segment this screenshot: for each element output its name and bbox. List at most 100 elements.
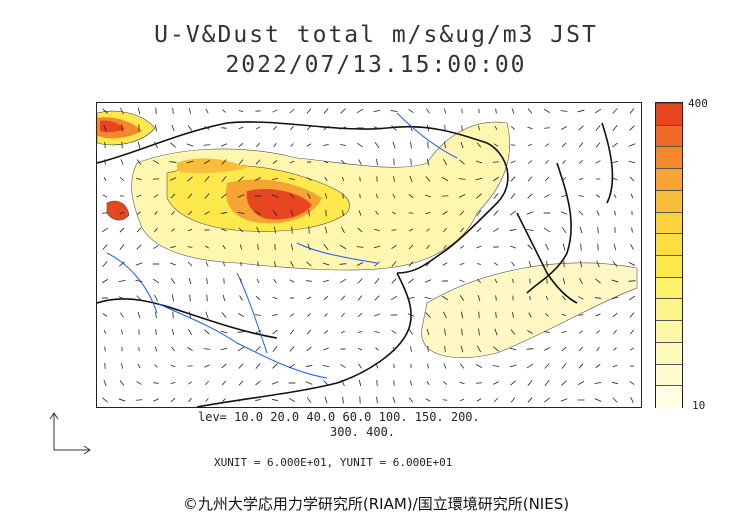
wind-arrow xyxy=(493,210,499,216)
wind-arrow xyxy=(358,210,362,216)
wind-arrow xyxy=(271,381,279,385)
wind-arrow xyxy=(544,331,550,333)
wind-arrow xyxy=(323,295,329,301)
wind-arrow xyxy=(410,141,412,149)
wind-arrow xyxy=(492,161,500,163)
wind-arrow xyxy=(339,126,347,130)
wind-arrow xyxy=(238,398,244,402)
wind-arrow xyxy=(204,126,210,130)
colorbar-bottom-label: 10 xyxy=(692,399,706,412)
wind-arrow xyxy=(308,226,310,234)
wind-arrow xyxy=(170,193,176,199)
wind-arrow xyxy=(595,142,601,148)
wind-arrow xyxy=(408,261,414,267)
wind-arrow xyxy=(187,228,193,232)
wind-arrow xyxy=(306,329,312,335)
wind-arrow xyxy=(206,277,208,285)
wind-arrow xyxy=(220,347,228,351)
wind-arrow xyxy=(121,141,123,149)
colorbar-segment xyxy=(656,276,682,300)
wind-arrow xyxy=(629,125,635,131)
wind-arrow xyxy=(493,346,499,352)
wind-arrow xyxy=(492,365,500,367)
wind-arrow xyxy=(154,211,158,215)
wind-arrow xyxy=(374,278,380,284)
wind-arrow xyxy=(323,244,329,250)
wind-arrow xyxy=(340,278,346,284)
wind-arrow xyxy=(630,244,634,250)
wind-arrow xyxy=(443,363,447,369)
wind-arrow xyxy=(357,278,363,284)
wind-arrow xyxy=(306,143,312,147)
wind-arrow xyxy=(392,211,396,215)
wind-arrow xyxy=(121,124,123,132)
wind-arrow xyxy=(527,160,533,164)
wind-arrow xyxy=(136,195,142,197)
wind-arrow xyxy=(391,244,397,250)
wind-arrow xyxy=(391,330,397,334)
wind-arrow xyxy=(340,108,346,114)
wind-arrow xyxy=(169,161,177,163)
wind-arrow xyxy=(221,312,227,318)
wind-arrow xyxy=(359,176,361,182)
wind-arrow xyxy=(256,142,260,148)
wind-arrow xyxy=(153,382,159,384)
wind-arrow xyxy=(189,311,191,319)
wind-arrow xyxy=(135,262,143,266)
wind-arrow xyxy=(596,330,600,334)
wind-arrow xyxy=(527,244,533,250)
wind-arrow xyxy=(373,245,381,249)
wind-arrow xyxy=(257,244,259,250)
wind-arrow xyxy=(594,108,602,114)
wind-arrow xyxy=(103,330,107,334)
wind-arrow xyxy=(155,311,157,319)
wind-arrow xyxy=(322,262,330,266)
wind-arrow xyxy=(442,211,448,215)
wind-arrow xyxy=(255,399,261,401)
wind-arrow xyxy=(580,260,582,268)
wind-arrow xyxy=(629,176,635,182)
wind-arrow xyxy=(323,125,329,131)
wind-arrow xyxy=(393,380,395,386)
wind-arrow xyxy=(204,193,210,199)
wind-arrow xyxy=(527,176,533,182)
wind-arrow xyxy=(204,176,210,182)
wind-arrow xyxy=(495,295,497,301)
wind-arrow xyxy=(273,226,277,234)
wind-arrow xyxy=(578,210,584,216)
wind-arrow xyxy=(222,380,226,386)
wind-arrow xyxy=(154,294,158,302)
wind-scale-icon xyxy=(49,412,91,455)
wind-arrow xyxy=(205,261,209,267)
wind-arrow xyxy=(289,279,295,283)
wind-arrow xyxy=(562,295,566,301)
wind-arrow xyxy=(239,244,243,250)
wind-arrow xyxy=(152,159,160,165)
wind-arrow xyxy=(188,277,192,285)
wind-arrow xyxy=(238,176,244,182)
wind-arrow xyxy=(596,210,600,216)
wind-arrow xyxy=(630,193,634,199)
wind-arrow xyxy=(475,364,483,368)
wind-arrow xyxy=(427,363,429,369)
wind-arrow xyxy=(562,160,566,164)
wind-arrow xyxy=(104,159,106,165)
wind-arrow xyxy=(135,279,143,283)
wind-arrow xyxy=(476,278,482,284)
wind-arrow xyxy=(527,330,533,334)
wind-arrow xyxy=(629,108,635,114)
wind-arrow xyxy=(443,311,447,319)
wind-arrow xyxy=(237,346,245,352)
colorbar-segment xyxy=(656,146,682,170)
wind-arrow xyxy=(306,296,312,300)
wind-arrow xyxy=(613,243,617,251)
wind-arrow xyxy=(510,329,516,335)
wind-arrow xyxy=(340,363,346,369)
wind-arrow xyxy=(290,261,294,267)
wind-arrow xyxy=(120,107,124,115)
wind-arrow xyxy=(478,125,480,131)
colorbar-segment xyxy=(656,168,682,191)
dust-map xyxy=(96,102,642,408)
wind-arrow xyxy=(629,312,635,318)
wind-arrow xyxy=(544,397,550,403)
